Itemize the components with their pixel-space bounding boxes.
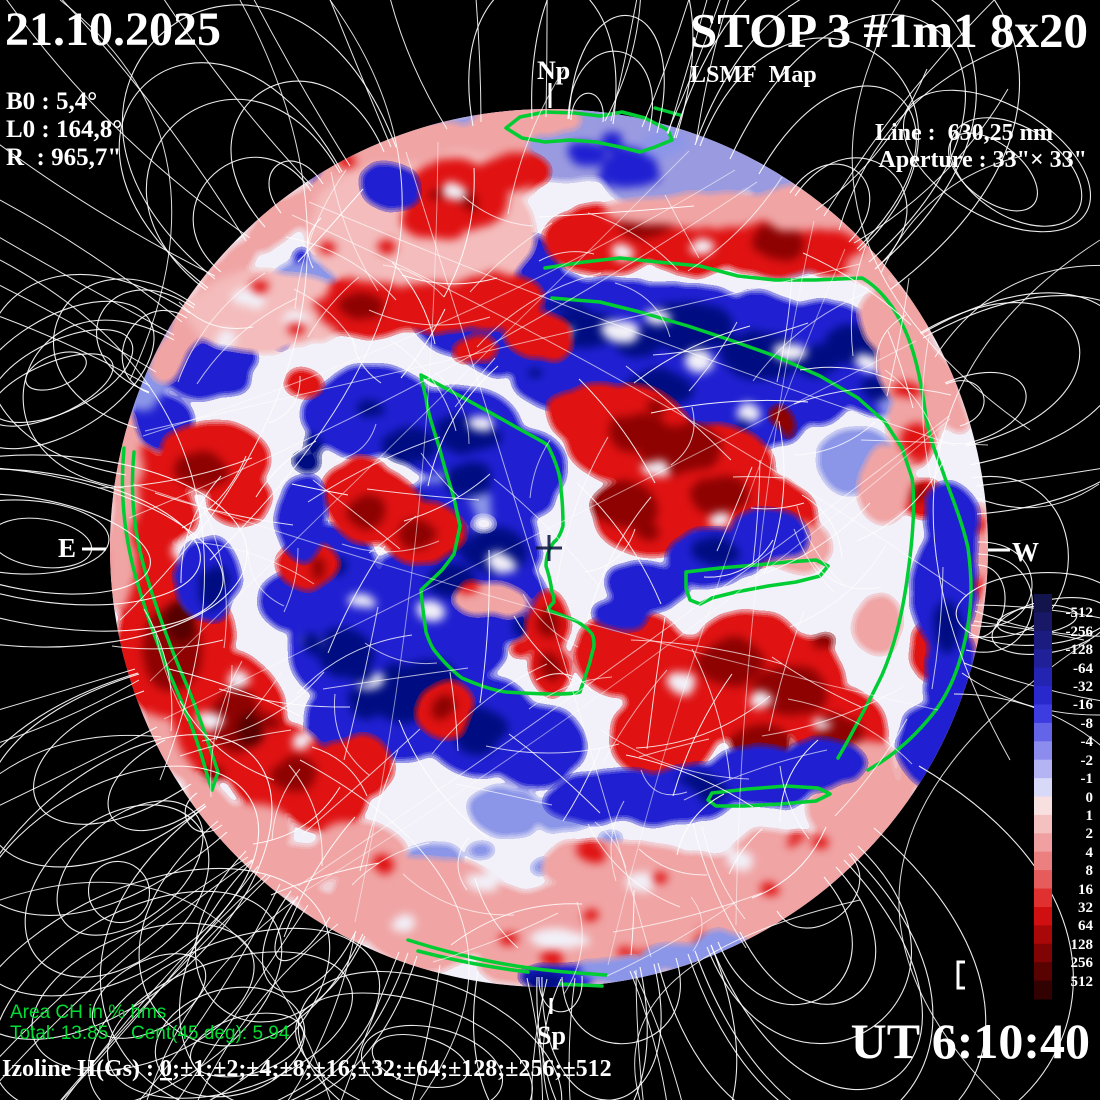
svg-text:-32: -32 bbox=[1073, 679, 1093, 695]
svg-text:Cent(45 deg): 5.94: Cent(45 deg): 5.94 bbox=[131, 1023, 290, 1044]
svg-text:-512: -512 bbox=[1066, 605, 1094, 621]
svg-text:512: 512 bbox=[1071, 974, 1094, 990]
svg-text:64: 64 bbox=[1078, 918, 1094, 934]
svg-text:21.10.2025: 21.10.2025 bbox=[5, 3, 221, 56]
svg-text:0: 0 bbox=[1086, 790, 1094, 806]
svg-text:128: 128 bbox=[1071, 937, 1094, 953]
svg-text:8: 8 bbox=[1086, 863, 1094, 879]
svg-text:4: 4 bbox=[1086, 845, 1094, 861]
svg-text:Sp: Sp bbox=[537, 1021, 566, 1050]
svg-text:R : 965,7": R : 965,7" bbox=[6, 144, 121, 171]
svg-text:L0 : 164,8°: L0 : 164,8° bbox=[6, 116, 122, 143]
svg-text:STOP 3 #1m1 8x20: STOP 3 #1m1 8x20 bbox=[690, 3, 1088, 58]
svg-text:E: E bbox=[58, 533, 76, 563]
svg-text:Line : 630,25 nm: Line : 630,25 nm bbox=[875, 120, 1053, 146]
svg-text:LSMF Map: LSMF Map bbox=[690, 62, 817, 88]
svg-text:Izoline H(Gs) : 0;±1;±2;±4;±8;: Izoline H(Gs) : 0;±1;±2;±4;±8;±16;±32;±6… bbox=[2, 1056, 612, 1082]
svg-text:2: 2 bbox=[1086, 826, 1094, 842]
svg-text:-64: -64 bbox=[1073, 661, 1093, 677]
svg-text:B0 : 5,4°: B0 : 5,4° bbox=[6, 88, 97, 115]
svg-text:16: 16 bbox=[1078, 882, 1094, 898]
svg-text:1: 1 bbox=[1086, 808, 1094, 824]
svg-text:Area CH in % hms: Area CH in % hms bbox=[10, 1002, 166, 1023]
svg-text:32: 32 bbox=[1078, 900, 1093, 916]
svg-text:W: W bbox=[1012, 537, 1039, 567]
svg-text:-1: -1 bbox=[1081, 771, 1094, 787]
svg-text:-128: -128 bbox=[1066, 642, 1094, 658]
svg-text:256: 256 bbox=[1071, 955, 1094, 971]
svg-text:UT 6:10:40: UT 6:10:40 bbox=[851, 1013, 1090, 1069]
svg-text:Total: 13.85: Total: 13.85 bbox=[10, 1023, 108, 1044]
svg-text:-4: -4 bbox=[1081, 734, 1094, 750]
svg-text:-8: -8 bbox=[1081, 716, 1094, 732]
svg-text:-256: -256 bbox=[1066, 624, 1094, 640]
svg-text:Aperture : 33"× 33": Aperture : 33"× 33" bbox=[878, 147, 1087, 173]
svg-text:-2: -2 bbox=[1081, 753, 1094, 769]
svg-text:Np: Np bbox=[537, 56, 570, 85]
svg-text:-16: -16 bbox=[1073, 697, 1093, 713]
